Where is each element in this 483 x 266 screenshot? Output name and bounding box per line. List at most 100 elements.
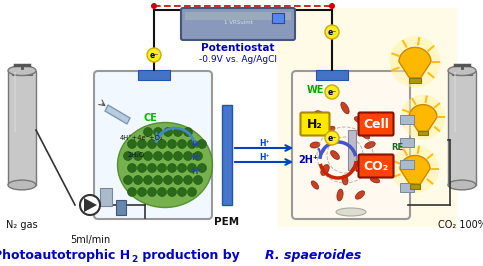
Text: H⁺: H⁺ bbox=[259, 153, 269, 163]
Circle shape bbox=[128, 164, 137, 172]
Circle shape bbox=[147, 188, 156, 197]
FancyBboxPatch shape bbox=[181, 8, 295, 40]
Ellipse shape bbox=[325, 126, 335, 134]
Text: e⁻: e⁻ bbox=[327, 134, 337, 143]
Bar bbox=[8, 70, 36, 185]
Circle shape bbox=[157, 188, 167, 197]
Text: e⁻: e⁻ bbox=[149, 51, 158, 60]
Ellipse shape bbox=[372, 120, 378, 130]
Circle shape bbox=[164, 127, 172, 136]
Text: e⁻: e⁻ bbox=[327, 28, 337, 37]
Ellipse shape bbox=[448, 66, 476, 76]
Polygon shape bbox=[400, 156, 430, 184]
Text: RE: RE bbox=[391, 143, 403, 152]
Circle shape bbox=[157, 164, 167, 172]
Circle shape bbox=[164, 176, 172, 185]
Circle shape bbox=[173, 127, 183, 136]
FancyBboxPatch shape bbox=[300, 113, 329, 135]
Polygon shape bbox=[409, 105, 437, 131]
Ellipse shape bbox=[354, 161, 366, 169]
Text: 2H₂O: 2H₂O bbox=[128, 152, 145, 158]
Circle shape bbox=[184, 176, 193, 185]
Circle shape bbox=[389, 36, 440, 88]
Bar bbox=[348, 130, 356, 170]
Circle shape bbox=[138, 164, 146, 172]
Circle shape bbox=[198, 139, 207, 148]
Text: 2H⁺: 2H⁺ bbox=[298, 155, 318, 165]
Text: H⁺: H⁺ bbox=[191, 153, 201, 163]
Bar bbox=[116, 200, 126, 215]
Ellipse shape bbox=[8, 180, 36, 190]
Circle shape bbox=[143, 152, 153, 160]
Circle shape bbox=[143, 127, 153, 136]
Circle shape bbox=[187, 188, 197, 197]
Polygon shape bbox=[84, 198, 97, 212]
Bar bbox=[185, 12, 291, 20]
Circle shape bbox=[151, 3, 157, 9]
Ellipse shape bbox=[321, 164, 329, 176]
Text: PEM: PEM bbox=[214, 217, 240, 227]
Text: CO₂ 100%: CO₂ 100% bbox=[438, 220, 483, 230]
Text: 5ml/min: 5ml/min bbox=[70, 235, 110, 245]
Text: 4H⁺+4e⁻+O₂: 4H⁺+4e⁻+O₂ bbox=[120, 135, 164, 141]
Circle shape bbox=[198, 164, 207, 172]
Circle shape bbox=[138, 139, 146, 148]
Circle shape bbox=[80, 195, 100, 215]
Circle shape bbox=[194, 152, 202, 160]
Ellipse shape bbox=[370, 177, 380, 183]
Bar bbox=[400, 160, 414, 169]
Circle shape bbox=[168, 139, 176, 148]
Text: Photoautotrophic H: Photoautotrophic H bbox=[0, 250, 130, 263]
Circle shape bbox=[133, 152, 142, 160]
Text: production by: production by bbox=[138, 250, 244, 263]
Ellipse shape bbox=[342, 175, 348, 185]
Ellipse shape bbox=[117, 123, 213, 207]
Circle shape bbox=[168, 164, 176, 172]
Ellipse shape bbox=[365, 142, 375, 148]
Ellipse shape bbox=[311, 181, 319, 189]
Text: WE: WE bbox=[306, 85, 324, 95]
Circle shape bbox=[128, 188, 137, 197]
Ellipse shape bbox=[8, 66, 36, 76]
Bar bbox=[400, 183, 414, 192]
Bar bbox=[400, 138, 414, 147]
FancyBboxPatch shape bbox=[94, 71, 212, 219]
Bar bbox=[410, 184, 420, 189]
Circle shape bbox=[128, 139, 137, 148]
FancyBboxPatch shape bbox=[358, 155, 394, 177]
Bar bbox=[138, 70, 170, 80]
FancyBboxPatch shape bbox=[358, 113, 394, 135]
Ellipse shape bbox=[377, 154, 384, 166]
Circle shape bbox=[173, 176, 183, 185]
Ellipse shape bbox=[310, 142, 320, 148]
Bar bbox=[454, 72, 456, 132]
Circle shape bbox=[173, 152, 183, 160]
Text: Cell: Cell bbox=[363, 118, 389, 131]
Circle shape bbox=[164, 152, 172, 160]
Circle shape bbox=[325, 25, 339, 39]
Circle shape bbox=[147, 139, 156, 148]
Circle shape bbox=[147, 164, 156, 172]
Ellipse shape bbox=[341, 102, 349, 114]
Circle shape bbox=[187, 164, 197, 172]
Ellipse shape bbox=[337, 189, 343, 201]
Circle shape bbox=[124, 152, 132, 160]
Text: -0.9V vs. Ag/AgCl: -0.9V vs. Ag/AgCl bbox=[199, 55, 277, 64]
Polygon shape bbox=[399, 47, 431, 78]
Circle shape bbox=[138, 188, 146, 197]
Text: N₂ gas: N₂ gas bbox=[6, 220, 38, 230]
Bar bbox=[272, 13, 284, 23]
Circle shape bbox=[194, 176, 202, 185]
Bar bbox=[100, 188, 112, 206]
Circle shape bbox=[391, 145, 439, 193]
Text: 2: 2 bbox=[131, 255, 137, 264]
Text: 1 VRSuimt: 1 VRSuimt bbox=[224, 19, 253, 24]
Text: e⁻: e⁻ bbox=[327, 88, 337, 97]
Ellipse shape bbox=[354, 117, 366, 123]
Bar bbox=[12, 68, 32, 75]
Bar bbox=[448, 70, 476, 185]
Circle shape bbox=[325, 131, 339, 145]
Text: Potentiostat: Potentiostat bbox=[201, 43, 275, 53]
Circle shape bbox=[329, 3, 335, 9]
Text: H⁺: H⁺ bbox=[191, 140, 201, 149]
